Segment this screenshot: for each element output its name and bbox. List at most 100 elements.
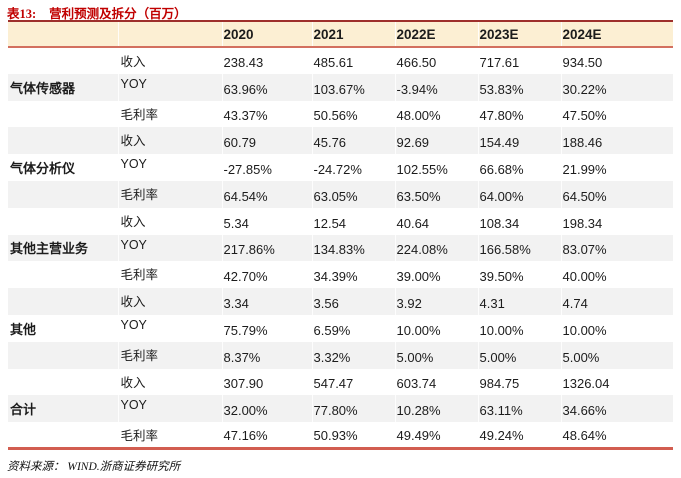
value-cell: 224.08% <box>394 234 478 262</box>
table-row: 收入 307.90 547.47 603.74 984.75 1326.04 <box>8 368 673 396</box>
value-cell: 3.32% <box>311 341 395 369</box>
value-cell: 64.50% <box>560 180 673 208</box>
value-cell: 10.00% <box>477 314 561 342</box>
metric-label-cell: 毛利率 <box>117 180 222 208</box>
value-cell: 3.34 <box>221 288 312 315</box>
metric-label-cell: 收入 <box>117 127 222 155</box>
value-cell: -27.85% <box>221 154 312 181</box>
metric-label-cell: 毛利率 <box>117 261 222 289</box>
value-cell: 166.58% <box>477 234 561 262</box>
value-cell: 10.00% <box>560 314 673 342</box>
group-label-cell: 合计 <box>8 395 118 423</box>
value-cell: 934.50 <box>560 47 673 74</box>
metric-label-cell: YOY <box>117 314 222 342</box>
value-cell: 3.92 <box>394 288 478 315</box>
value-cell: 4.74 <box>560 288 673 315</box>
table-header: 2020 2021 2022E 2023E 2024E <box>8 21 673 48</box>
year-column-header: 2024E <box>560 21 673 48</box>
value-cell: 30.22% <box>560 73 673 101</box>
value-cell: 47.50% <box>560 100 673 128</box>
value-cell: 53.83% <box>477 73 561 101</box>
value-cell: 603.74 <box>394 368 478 396</box>
value-cell: 34.66% <box>560 395 673 423</box>
table-row: 毛利率 47.16% 50.93% 49.49% 49.24% 48.64% <box>8 422 673 449</box>
metric-label-cell: 毛利率 <box>117 422 222 449</box>
value-cell: 45.76 <box>311 127 395 155</box>
value-cell: 134.83% <box>311 234 395 262</box>
table-row: 其他 YOY 75.79% 6.59% 10.00% 10.00% 10.00% <box>8 314 673 342</box>
year-column-header: 2021 <box>311 21 395 48</box>
metric-label-cell: YOY <box>117 395 222 423</box>
value-cell: 47.16% <box>221 422 312 449</box>
value-cell: 63.11% <box>477 395 561 423</box>
value-cell: 21.99% <box>560 154 673 181</box>
value-cell: 75.79% <box>221 314 312 342</box>
metric-label-cell: YOY <box>117 73 222 101</box>
group-label-spacer <box>8 341 118 369</box>
source-note-text: 资料来源： WIND.浙商证券研究所 <box>7 461 181 473</box>
table-row: 收入 5.34 12.54 40.64 108.34 198.34 <box>8 207 673 235</box>
group-label-spacer <box>8 369 118 396</box>
value-cell: 40.64 <box>394 207 478 235</box>
value-cell: 32.00% <box>221 395 312 423</box>
value-cell: 5.34 <box>221 207 312 235</box>
forecast-table: 2020 2021 2022E 2023E 2024E 收入 238.43 485.61 46… <box>8 20 673 451</box>
value-cell: 5.00% <box>477 341 561 369</box>
group-label-cell: 其他 <box>8 314 118 342</box>
value-cell: 47.80% <box>477 100 561 128</box>
value-cell: 3.56 <box>311 288 395 315</box>
table-row: 收入 60.79 45.76 92.69 154.49 188.46 <box>8 127 673 155</box>
value-cell: 8.37% <box>221 341 312 369</box>
metric-label-cell: YOY <box>117 154 222 181</box>
value-cell: 238.43 <box>221 47 312 74</box>
metric-label-cell: 收入 <box>117 368 222 396</box>
value-cell: 188.46 <box>560 127 673 155</box>
value-cell: 50.56% <box>311 100 395 128</box>
value-cell: 50.93% <box>311 422 395 449</box>
year-column-header: 2020 <box>221 21 312 48</box>
value-cell: 63.50% <box>394 180 478 208</box>
value-cell: 485.61 <box>311 47 395 74</box>
group-label-spacer <box>8 261 118 288</box>
table-row: 气体分析仪 YOY -27.85% -24.72% 102.55% 66.68% 21.99… <box>8 154 673 181</box>
table-row: 气体传感器 YOY 63.96% 103.67% -3.94% 53.83% 30.22% <box>8 73 673 101</box>
year-column-header: 2023E <box>477 21 561 48</box>
group-label-spacer <box>8 288 118 315</box>
forecast-table-wrap: 2020 2021 2022E 2023E 2024E 收入 238.43 485.61 46… <box>8 20 673 451</box>
value-cell: 5.00% <box>560 341 673 369</box>
table-number: 表13: <box>7 7 37 21</box>
value-cell: 217.86% <box>221 234 312 262</box>
metric-label-cell: 毛利率 <box>117 100 222 128</box>
value-cell: 39.00% <box>394 261 478 289</box>
source-note: 资料来源： WIND.浙商证券研究所 <box>7 458 180 474</box>
value-cell: 40.00% <box>560 261 673 289</box>
group-label-cell: 气体分析仪 <box>8 154 118 181</box>
value-cell: 103.67% <box>311 73 395 101</box>
metric-label-cell: 收入 <box>117 288 222 315</box>
value-cell: 6.59% <box>311 314 395 342</box>
value-cell: 12.54 <box>311 207 395 235</box>
table-row: 毛利率 8.37% 3.32% 5.00% 5.00% 5.00% <box>8 341 673 369</box>
table-row: 合计 YOY 32.00% 77.80% 10.28% 63.11% 34.66% <box>8 395 673 423</box>
value-cell: -24.72% <box>311 154 395 181</box>
blank-header-group <box>8 21 118 48</box>
value-cell: 5.00% <box>394 341 478 369</box>
value-cell: 547.47 <box>311 368 395 396</box>
group-label-spacer <box>8 180 118 208</box>
value-cell: 43.37% <box>221 100 312 128</box>
table-row: 毛利率 43.37% 50.56% 48.00% 47.80% 47.50% <box>8 100 673 128</box>
group-label-spacer <box>8 127 118 155</box>
value-cell: 10.00% <box>394 314 478 342</box>
value-cell: 49.49% <box>394 422 478 449</box>
value-cell: 42.70% <box>221 261 312 289</box>
table-title-text: 营利预测及拆分（百万） <box>49 7 187 21</box>
value-cell: 1326.04 <box>560 368 673 396</box>
group-label-spacer <box>8 208 118 235</box>
value-cell: 154.49 <box>477 127 561 155</box>
value-cell: 39.50% <box>477 261 561 289</box>
value-cell: 64.54% <box>221 180 312 208</box>
group-label-spacer <box>8 422 118 449</box>
value-cell: 10.28% <box>394 395 478 423</box>
value-cell: 64.00% <box>477 180 561 208</box>
